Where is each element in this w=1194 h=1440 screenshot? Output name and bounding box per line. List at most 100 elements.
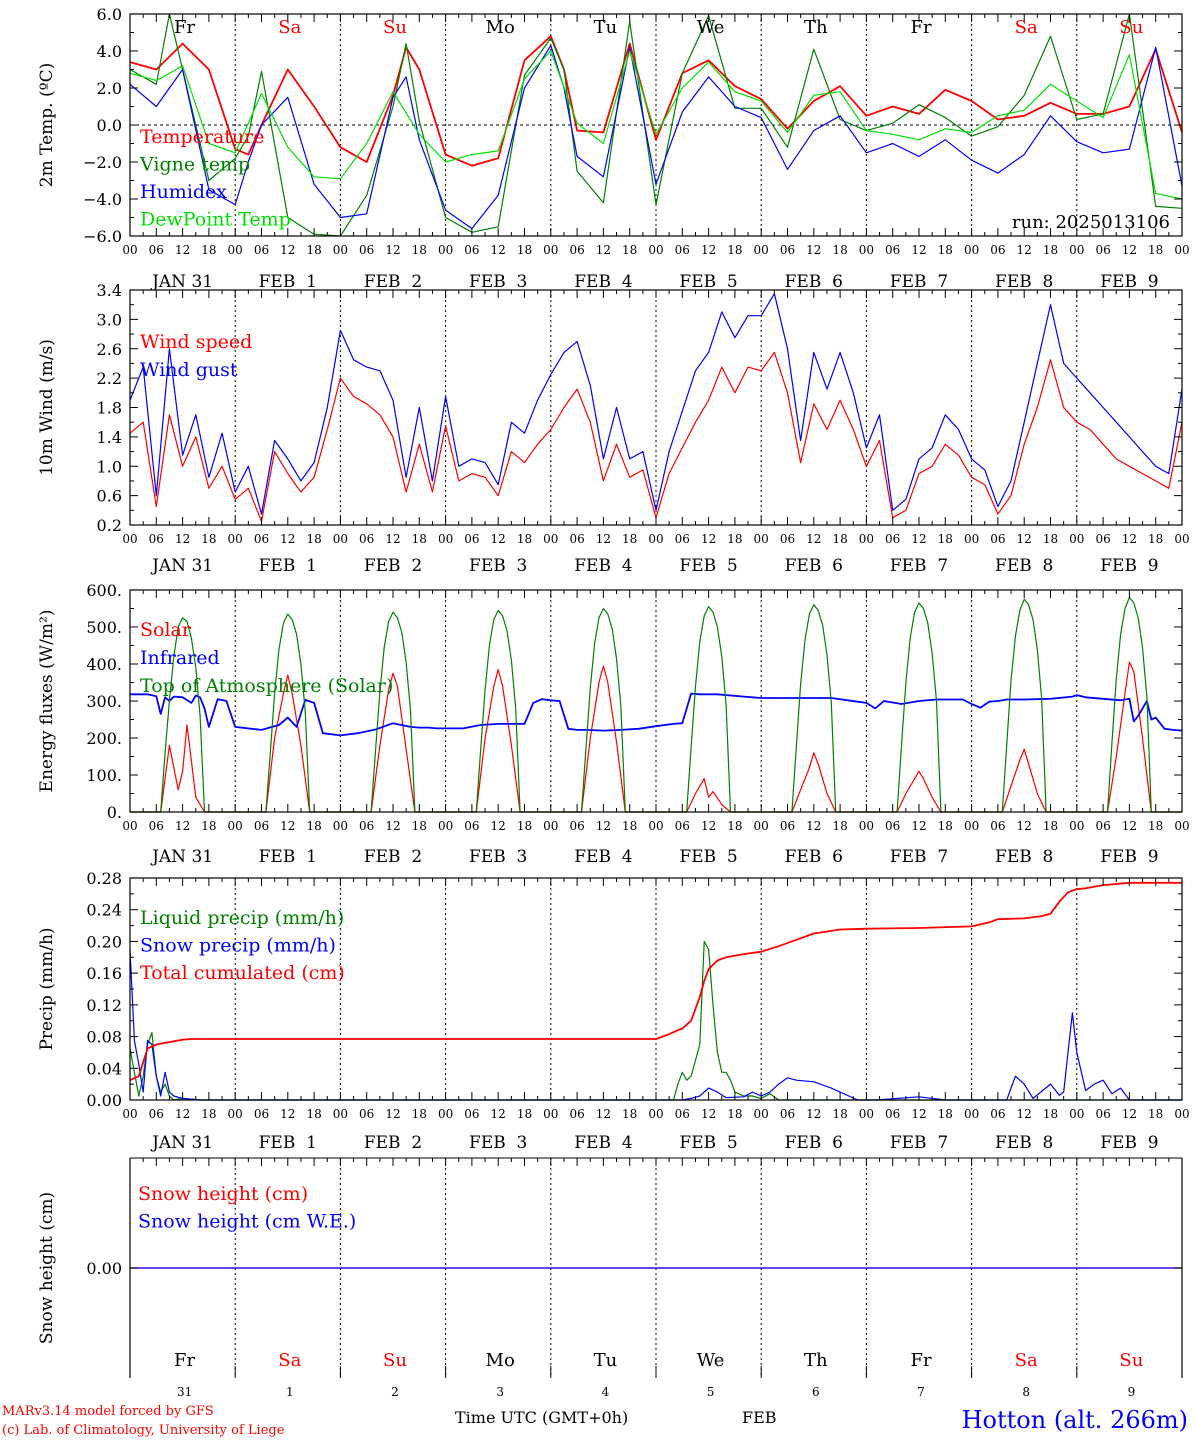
- hour-tick-label: 06: [569, 532, 584, 546]
- hour-tick-label: 18: [727, 1107, 742, 1121]
- y-tick-label: 0.24: [86, 901, 122, 920]
- day-axis-label: FEB 7: [890, 272, 948, 292]
- weekday-label-top: Mo: [486, 17, 515, 38]
- y-tick-label: 2.6: [97, 340, 122, 359]
- hour-tick-label: 00: [333, 243, 348, 257]
- hour-tick-label: 12: [1017, 532, 1032, 546]
- hour-tick-label: 12: [491, 243, 506, 257]
- day-axis-label: FEB 9: [1100, 847, 1158, 867]
- weekday-label-top: Fr: [910, 17, 931, 38]
- day-axis-label: FEB 2: [364, 272, 422, 292]
- text-layer: −6.0−4.0−2.00.02.04.06.02m Temp. (ºC)00 0…: [37, 5, 1190, 1399]
- hour-tick-label: 18: [1043, 1107, 1058, 1121]
- hour-tick-label: 12: [806, 243, 821, 257]
- legend-entry: Vigne temp: [139, 154, 250, 176]
- y-tick-label: 300.: [86, 692, 122, 711]
- hour-tick-label: 06: [1095, 243, 1110, 257]
- hour-tick-label: 18: [727, 819, 742, 833]
- weekday-label-top: Sa: [278, 17, 301, 38]
- weekday-label-top: Fr: [174, 17, 195, 38]
- weekday-label-bottom: Mo: [486, 1350, 515, 1371]
- hour-tick-label: 12: [701, 532, 716, 546]
- y-tick-label: 0.: [107, 803, 122, 822]
- weekday-label-bottom: Sa: [278, 1350, 301, 1371]
- day-number-label: 1: [286, 1385, 294, 1399]
- hour-tick-label: 18: [201, 243, 216, 257]
- hour-tick-label: 00: [1069, 243, 1084, 257]
- weekday-label-top: Su: [383, 17, 407, 38]
- hour-tick-label: 06: [254, 819, 269, 833]
- y-axis-label: 2m Temp. (ºC): [37, 63, 57, 188]
- y-tick-label: 0.2: [97, 516, 122, 535]
- hour-tick-label: 12: [1017, 1107, 1032, 1121]
- hour-tick-label: 12: [1017, 819, 1032, 833]
- hour-tick-label: 12: [175, 819, 190, 833]
- hour-tick-label: 12: [385, 532, 400, 546]
- legend-entry: Top of Atmosphere (Solar): [140, 675, 393, 697]
- hour-tick-label: 12: [1122, 819, 1137, 833]
- legend-entry: Snow height (cm W.E.): [138, 1211, 356, 1233]
- weekday-label-top: Tu: [594, 17, 618, 38]
- hour-tick-label: 12: [911, 532, 926, 546]
- hour-tick-label: 18: [622, 532, 637, 546]
- day-number-label: 7: [917, 1385, 925, 1399]
- hour-tick-label: 18: [832, 819, 847, 833]
- day-number-label: 3: [496, 1385, 504, 1399]
- day-axis-label: FEB 8: [995, 1133, 1053, 1153]
- legend-entry: Wind gust: [140, 359, 238, 381]
- weekday-label-bottom: Fr: [910, 1350, 931, 1371]
- hour-tick-label: 18: [938, 819, 953, 833]
- series-line: [130, 596, 1182, 813]
- hour-tick-label: 12: [385, 243, 400, 257]
- hour-tick-label: 00: [754, 243, 769, 257]
- legend-entry: Snow precip (mm/h): [140, 935, 336, 957]
- frame-layer: [129, 13, 1183, 1378]
- y-tick-label: 3.0: [97, 310, 122, 329]
- hour-tick-label: 18: [1148, 819, 1163, 833]
- hour-tick-label: 06: [990, 819, 1005, 833]
- hour-tick-label: 18: [201, 819, 216, 833]
- hour-tick-label: 00: [228, 819, 243, 833]
- day-number-label: 2: [391, 1385, 399, 1399]
- hour-tick-label: 18: [1148, 1107, 1163, 1121]
- hour-tick-label: 06: [885, 819, 900, 833]
- hour-tick-label: 18: [727, 532, 742, 546]
- y-axis-label: Snow height (cm): [37, 1192, 57, 1344]
- weekday-label-bottom: Tu: [594, 1350, 618, 1371]
- hour-tick-label: 00: [438, 819, 453, 833]
- hour-tick-label: 18: [1043, 243, 1058, 257]
- day-axis-label: FEB 7: [890, 556, 948, 576]
- hour-tick-label: 00: [438, 243, 453, 257]
- weekday-label-top: We: [697, 17, 725, 38]
- hour-tick-label: 18: [622, 243, 637, 257]
- run-label: run: 2025013106: [1012, 212, 1170, 233]
- legend-entry: Total cumulated (cm): [140, 962, 345, 984]
- hour-tick-label: 00: [543, 1107, 558, 1121]
- series-line: [129, 881, 1182, 1082]
- hour-tick-label: 12: [175, 532, 190, 546]
- hour-tick-label: 18: [517, 1107, 532, 1121]
- hour-tick-label: 00: [438, 1107, 453, 1121]
- series-line: [129, 13, 1183, 237]
- weekday-label-top: Su: [1119, 17, 1143, 38]
- legend-entry: DewPoint Temp: [140, 209, 291, 231]
- legend-entry: Wind speed: [140, 331, 252, 353]
- weekday-label-bottom: We: [697, 1350, 725, 1371]
- day-axis-label: FEB 5: [679, 272, 737, 292]
- hour-tick-label: 18: [306, 243, 321, 257]
- hour-tick-label: 06: [675, 1107, 690, 1121]
- month-label: FEB: [742, 1408, 777, 1427]
- hour-tick-label: 12: [806, 532, 821, 546]
- hour-tick-label: 18: [832, 243, 847, 257]
- hour-tick-label: 00: [122, 243, 137, 257]
- hour-tick-label: 06: [149, 1107, 164, 1121]
- day-axis-label: FEB 5: [679, 556, 737, 576]
- day-axis-label: FEB 9: [1100, 272, 1158, 292]
- hour-tick-label: 06: [464, 243, 479, 257]
- y-tick-label: 500.: [86, 618, 122, 637]
- hour-tick-label: 06: [569, 1107, 584, 1121]
- day-axis-label: FEB 7: [890, 847, 948, 867]
- y-tick-label: 0.00: [86, 1091, 122, 1110]
- day-axis-label: FEB 3: [469, 556, 527, 576]
